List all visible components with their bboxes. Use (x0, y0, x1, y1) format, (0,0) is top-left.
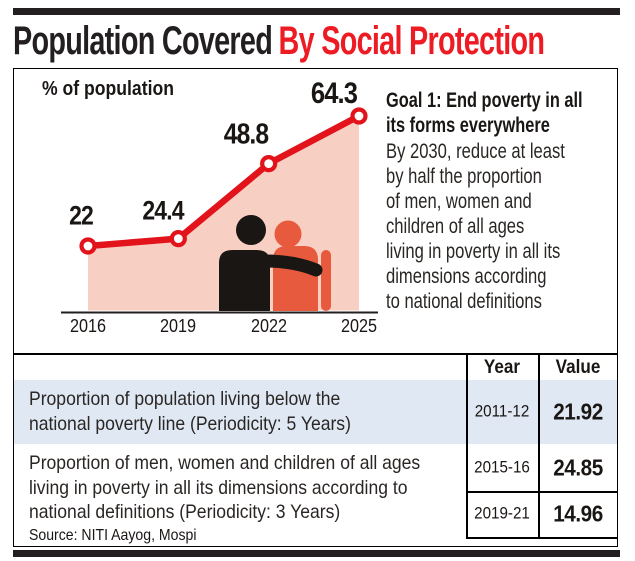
x-axis-label: 2019 (160, 316, 197, 336)
data-point-label: 24.4 (142, 195, 185, 226)
chart-unit-label: % of population (42, 78, 174, 100)
top-rule (13, 8, 620, 15)
data-point-label: 64.3 (310, 76, 358, 110)
line-chart (61, 107, 378, 314)
table-row-highlight (14, 380, 617, 444)
table-cell-year: 2011-12 (474, 402, 530, 421)
goal-body-text: By 2030, reduce at least by half the pro… (386, 140, 565, 313)
data-point-label: 48.8 (223, 118, 268, 151)
table-row-description: Proportion of men, women and children of… (29, 452, 421, 523)
table-bottom-rule (466, 537, 617, 539)
person-orange-arm-icon (321, 250, 331, 311)
table-column-divider (538, 354, 540, 537)
column-header-value: Value (555, 357, 601, 378)
page-title-black: Population Covered (13, 19, 273, 63)
chart-line-series (79, 107, 368, 255)
x-axis-label: 2022 (250, 316, 287, 336)
data-point-marker (169, 230, 187, 248)
data-point-marker (79, 237, 97, 255)
data-point-label: 22 (69, 200, 94, 231)
x-axis-label: 2025 (340, 316, 378, 336)
page-title-red: By Social Protection (278, 19, 545, 63)
x-axis-label: 2016 (69, 316, 107, 336)
person-black-arm-icon (258, 254, 323, 277)
page-title: Population Covered By Social Protection (13, 19, 545, 64)
person-black-head-icon (236, 215, 266, 245)
bottom-rule (13, 550, 620, 557)
person-orange-head-icon (274, 220, 302, 248)
data-point-marker (350, 107, 368, 125)
table-row-divider (466, 491, 617, 493)
source-note: Source: NITI Aayog, Mospi (29, 527, 197, 544)
goal-heading: Goal 1: End poverty in all its forms eve… (386, 89, 583, 137)
column-header-year: Year (483, 357, 521, 378)
people-icon (219, 215, 331, 311)
table-cell-year: 2015-16 (474, 458, 530, 477)
data-point-marker (260, 155, 278, 173)
person-black-body-icon (219, 250, 270, 311)
table-cell-value: 24.85 (553, 454, 603, 481)
table-cell-year: 2019-21 (474, 504, 530, 523)
trend-line (87, 113, 361, 250)
table-cell-value: 14.96 (553, 500, 603, 527)
table-column-divider (466, 354, 468, 537)
table-cell-value: 21.92 (553, 398, 603, 425)
infographic-panel: % of population 22 24.4 48.8 64.3 2016 2019 20… (13, 68, 618, 547)
table-top-rule (14, 353, 617, 355)
table-row-description: Proportion of population living below th… (29, 388, 351, 435)
